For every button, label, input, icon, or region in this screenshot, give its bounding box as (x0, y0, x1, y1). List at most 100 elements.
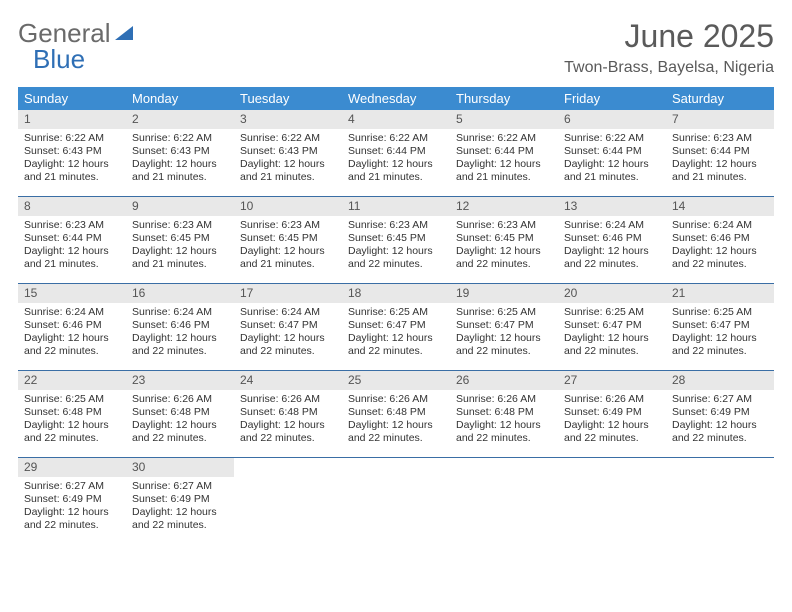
day-info: Sunrise: 6:24 AMSunset: 6:47 PMDaylight:… (240, 306, 338, 359)
day-sr: Sunrise: 6:25 AM (24, 393, 122, 406)
day-sr: Sunrise: 6:22 AM (24, 132, 122, 145)
day-ss: Sunset: 6:47 PM (456, 319, 554, 332)
day-d1: Daylight: 12 hours (672, 158, 770, 171)
day-cell: 27Sunrise: 6:26 AMSunset: 6:49 PMDayligh… (558, 371, 666, 457)
day-number: 20 (558, 284, 666, 303)
day-sr: Sunrise: 6:25 AM (456, 306, 554, 319)
day-d1: Daylight: 12 hours (564, 332, 662, 345)
day-info: Sunrise: 6:25 AMSunset: 6:47 PMDaylight:… (456, 306, 554, 359)
day-info: Sunrise: 6:25 AMSunset: 6:48 PMDaylight:… (24, 393, 122, 446)
day-d1: Daylight: 12 hours (564, 245, 662, 258)
day-cell: 16Sunrise: 6:24 AMSunset: 6:46 PMDayligh… (126, 284, 234, 370)
day-d2: and 22 minutes. (456, 345, 554, 358)
day-number: 23 (126, 371, 234, 390)
day-info: Sunrise: 6:22 AMSunset: 6:43 PMDaylight:… (240, 132, 338, 185)
day-number: 27 (558, 371, 666, 390)
day-d1: Daylight: 12 hours (348, 158, 446, 171)
day-d2: and 21 minutes. (348, 171, 446, 184)
day-info: Sunrise: 6:26 AMSunset: 6:48 PMDaylight:… (132, 393, 230, 446)
day-ss: Sunset: 6:48 PM (348, 406, 446, 419)
day-info: Sunrise: 6:22 AMSunset: 6:44 PMDaylight:… (456, 132, 554, 185)
day-d1: Daylight: 12 hours (456, 332, 554, 345)
day-cell: 22 Sunrise: 6:25 AMSunset: 6:48 PMDayligh… (18, 371, 126, 457)
day-d2: and 22 minutes. (240, 432, 338, 445)
day-cell: 21Sunrise: 6:25 AMSunset: 6:47 PMDayligh… (666, 284, 774, 370)
sail-icon (115, 18, 135, 49)
day-cell: 1 Sunrise: 6:22 AMSunset: 6:43 PMDaylight… (18, 110, 126, 196)
day-number: 21 (666, 284, 774, 303)
day-d2: and 22 minutes. (564, 258, 662, 271)
day-ss: Sunset: 6:44 PM (564, 145, 662, 158)
day-d1: Daylight: 12 hours (672, 245, 770, 258)
day-sr: Sunrise: 6:23 AM (240, 219, 338, 232)
day-d2: and 22 minutes. (24, 345, 122, 358)
day-cell: 15Sunrise: 6:24 AMSunset: 6:46 PMDayligh… (18, 284, 126, 370)
day-d2: and 22 minutes. (564, 345, 662, 358)
day-d1: Daylight: 12 hours (24, 419, 122, 432)
day-number: 25 (342, 371, 450, 390)
day-number: 26 (450, 371, 558, 390)
day-info: Sunrise: 6:25 AMSunset: 6:47 PMDaylight:… (348, 306, 446, 359)
day-sr: Sunrise: 6:23 AM (672, 132, 770, 145)
day-cell-empty (234, 458, 342, 544)
day-sr: Sunrise: 6:23 AM (24, 219, 122, 232)
day-d1: Daylight: 12 hours (240, 158, 338, 171)
day-sr: Sunrise: 6:26 AM (456, 393, 554, 406)
day-ss: Sunset: 6:43 PM (24, 145, 122, 158)
week-row: 8Sunrise: 6:23 AMSunset: 6:44 PMDaylight… (18, 196, 774, 283)
day-d2: and 21 minutes. (240, 258, 338, 271)
day-info: Sunrise: 6:27 AMSunset: 6:49 PMDaylight:… (132, 480, 230, 533)
day-sr: Sunrise: 6:27 AM (24, 480, 122, 493)
day-ss: Sunset: 6:45 PM (348, 232, 446, 245)
day-sr: Sunrise: 6:22 AM (240, 132, 338, 145)
day-ss: Sunset: 6:44 PM (24, 232, 122, 245)
day-sr: Sunrise: 6:24 AM (24, 306, 122, 319)
day-cell: 4Sunrise: 6:22 AMSunset: 6:44 PMDaylight… (342, 110, 450, 196)
day-number: 1 (18, 110, 126, 129)
day-cell: 24Sunrise: 6:26 AMSunset: 6:48 PMDayligh… (234, 371, 342, 457)
day-d2: and 21 minutes. (564, 171, 662, 184)
day-d2: and 22 minutes. (456, 258, 554, 271)
day-d1: Daylight: 12 hours (24, 158, 122, 171)
day-cell-empty (558, 458, 666, 544)
day-number: 17 (234, 284, 342, 303)
day-d2: and 22 minutes. (672, 345, 770, 358)
day-ss: Sunset: 6:48 PM (24, 406, 122, 419)
day-cell: 10Sunrise: 6:23 AMSunset: 6:45 PMDayligh… (234, 197, 342, 283)
day-ss: Sunset: 6:49 PM (24, 493, 122, 506)
day-info: Sunrise: 6:27 AMSunset: 6:49 PMDaylight:… (672, 393, 770, 446)
day-ss: Sunset: 6:48 PM (240, 406, 338, 419)
day-sr: Sunrise: 6:22 AM (564, 132, 662, 145)
day-number: 24 (234, 371, 342, 390)
day-sr: Sunrise: 6:24 AM (240, 306, 338, 319)
day-sr: Sunrise: 6:25 AM (564, 306, 662, 319)
day-sr: Sunrise: 6:26 AM (240, 393, 338, 406)
day-sr: Sunrise: 6:22 AM (456, 132, 554, 145)
calendar: Sunday Monday Tuesday Wednesday Thursday… (18, 87, 774, 544)
day-info: Sunrise: 6:25 AMSunset: 6:47 PMDaylight:… (564, 306, 662, 359)
day-info: Sunrise: 6:22 AMSunset: 6:43 PMDaylight:… (132, 132, 230, 185)
day-sr: Sunrise: 6:24 AM (564, 219, 662, 232)
day-cell: 11Sunrise: 6:23 AMSunset: 6:45 PMDayligh… (342, 197, 450, 283)
day-cell: 29Sunrise: 6:27 AMSunset: 6:49 PMDayligh… (18, 458, 126, 544)
day-cell: 14Sunrise: 6:24 AMSunset: 6:46 PMDayligh… (666, 197, 774, 283)
day-d1: Daylight: 12 hours (564, 158, 662, 171)
day-cell: 19Sunrise: 6:25 AMSunset: 6:47 PMDayligh… (450, 284, 558, 370)
day-d1: Daylight: 12 hours (456, 245, 554, 258)
week-row: 29Sunrise: 6:27 AMSunset: 6:49 PMDayligh… (18, 457, 774, 544)
day-d2: and 22 minutes. (240, 345, 338, 358)
day-number: 12 (450, 197, 558, 216)
header-thursday: Thursday (450, 87, 558, 110)
day-d2: and 22 minutes. (348, 432, 446, 445)
day-cell: 12Sunrise: 6:23 AMSunset: 6:45 PMDayligh… (450, 197, 558, 283)
day-ss: Sunset: 6:43 PM (132, 145, 230, 158)
day-number: 4 (342, 110, 450, 129)
day-info: Sunrise: 6:27 AMSunset: 6:49 PMDaylight:… (24, 480, 122, 533)
day-info: Sunrise: 6:23 AMSunset: 6:45 PMDaylight:… (240, 219, 338, 272)
day-number: 22 (18, 371, 126, 390)
day-d1: Daylight: 12 hours (240, 245, 338, 258)
day-cell: 7Sunrise: 6:23 AMSunset: 6:44 PMDaylight… (666, 110, 774, 196)
day-sr: Sunrise: 6:24 AM (672, 219, 770, 232)
day-ss: Sunset: 6:44 PM (456, 145, 554, 158)
day-number: 30 (126, 458, 234, 477)
